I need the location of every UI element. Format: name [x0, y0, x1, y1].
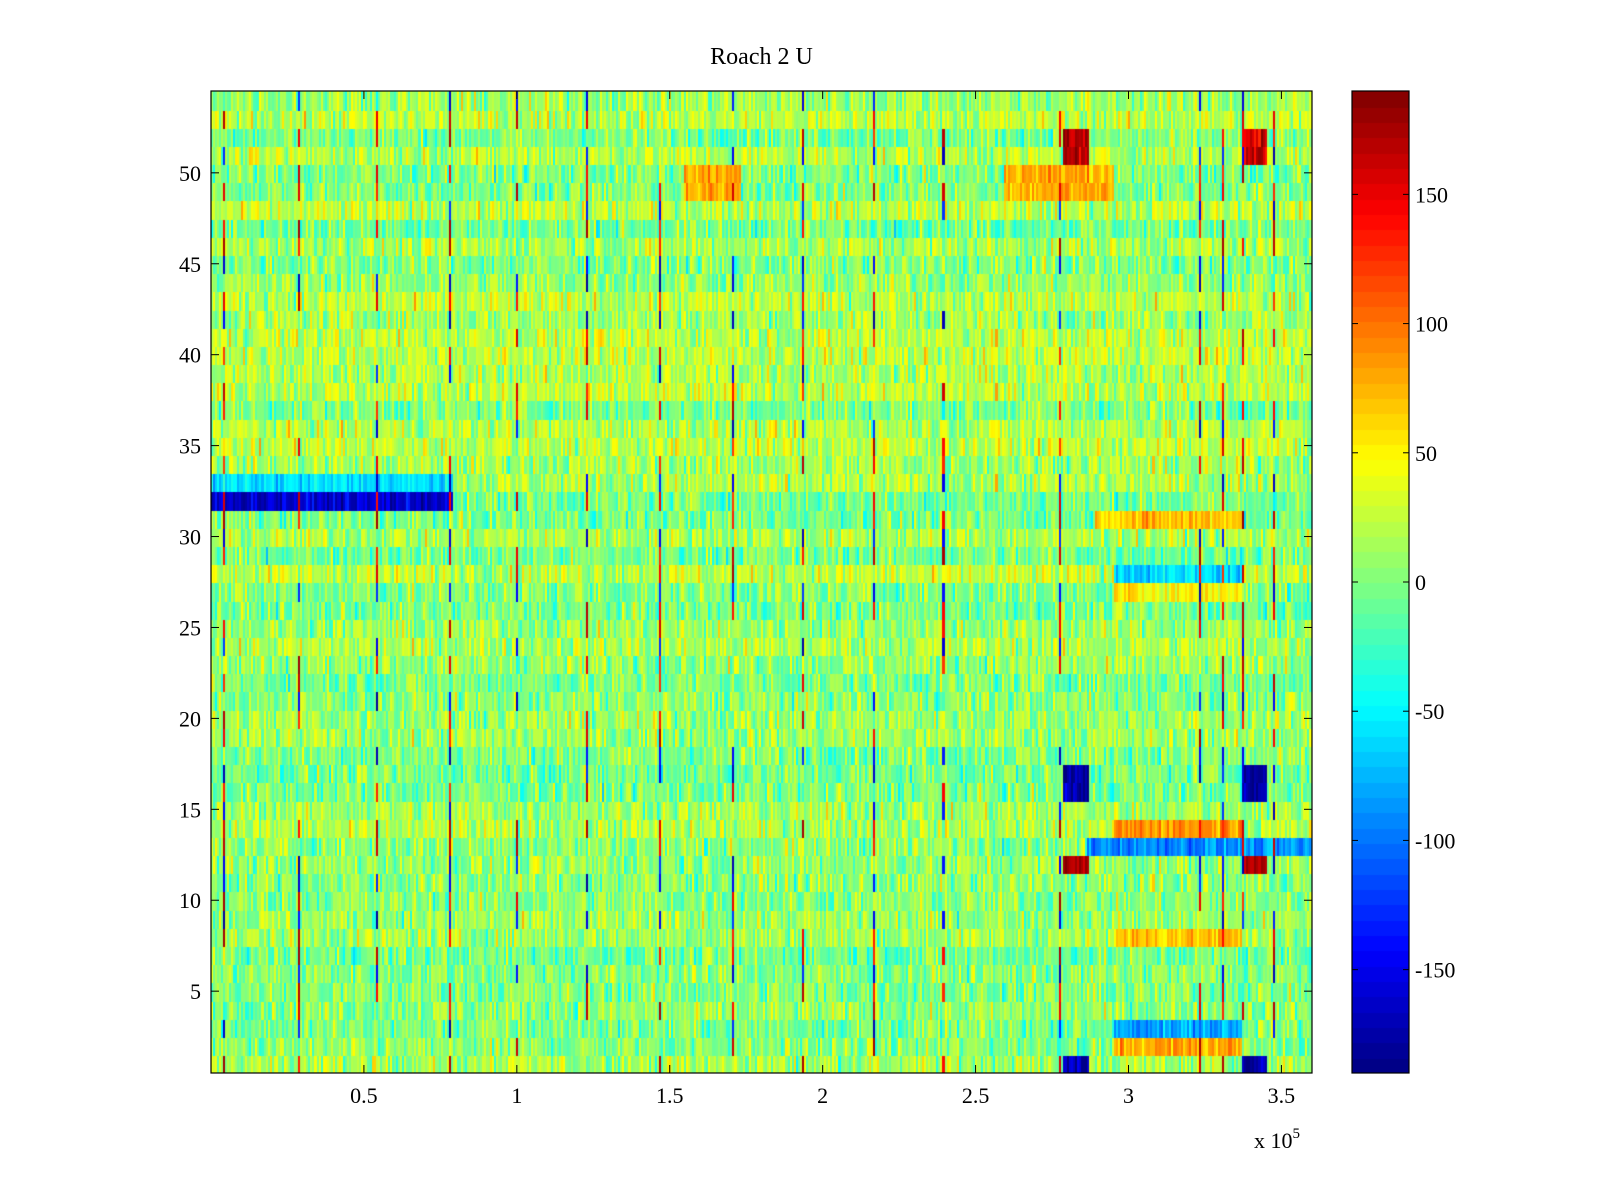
- x-tick-label: 0.5: [350, 1083, 378, 1108]
- y-tick-label: 5: [190, 979, 201, 1004]
- heatmap-canvas: [211, 91, 1312, 1073]
- heatmap-plot-area: [211, 91, 1312, 1073]
- colorbar-frame: [1351, 90, 1410, 1074]
- y-tick-label: 10: [179, 888, 201, 913]
- colorbar-tick-label: 100: [1415, 312, 1448, 337]
- y-tick-label: 35: [179, 434, 201, 459]
- y-tick-label: 40: [179, 343, 201, 368]
- colorbar-ticks: 150 100 50 0 -50 -100 -150: [1352, 182, 1455, 983]
- x-multiplier-base: x 10: [1254, 1128, 1293, 1153]
- x-multiplier-label: x 105: [1254, 1126, 1300, 1153]
- colorbar-tick-label: 50: [1415, 441, 1437, 466]
- y-tick-label: 50: [179, 161, 201, 186]
- colorbar-tick-label: -50: [1415, 699, 1444, 724]
- y-tick-label: 30: [179, 525, 201, 550]
- y-axis-ticks: 5 10 15 20 25 30 35 40 45 50: [179, 161, 1312, 1004]
- colorbar-gradient: [1352, 91, 1409, 1073]
- plot-frame: [210, 90, 1313, 1074]
- y-tick-label: 20: [179, 706, 201, 731]
- x-multiplier-exponent: 5: [1293, 1126, 1301, 1142]
- colorbar: [1352, 91, 1409, 1073]
- y-tick-label: 45: [179, 252, 201, 277]
- colorbar-tick-label: -150: [1415, 958, 1455, 983]
- colorbar-tick-label: -100: [1415, 828, 1455, 853]
- colorbar-tick-label: 0: [1415, 570, 1426, 595]
- y-tick-label: 25: [179, 615, 201, 640]
- x-tick-label: 3: [1123, 1083, 1134, 1108]
- x-tick-label: 2: [817, 1083, 828, 1108]
- y-tick-label: 15: [179, 797, 201, 822]
- chart-title: Roach 2 U: [710, 44, 813, 70]
- x-axis-ticks: 0.5 1 1.5 2 2.5 3 3.5: [350, 91, 1295, 1108]
- colorbar-tick-label: 150: [1415, 182, 1448, 207]
- x-tick-label: 2.5: [962, 1083, 990, 1108]
- x-tick-label: 1: [511, 1083, 522, 1108]
- x-tick-label: 3.5: [1268, 1083, 1296, 1108]
- x-tick-label: 1.5: [656, 1083, 684, 1108]
